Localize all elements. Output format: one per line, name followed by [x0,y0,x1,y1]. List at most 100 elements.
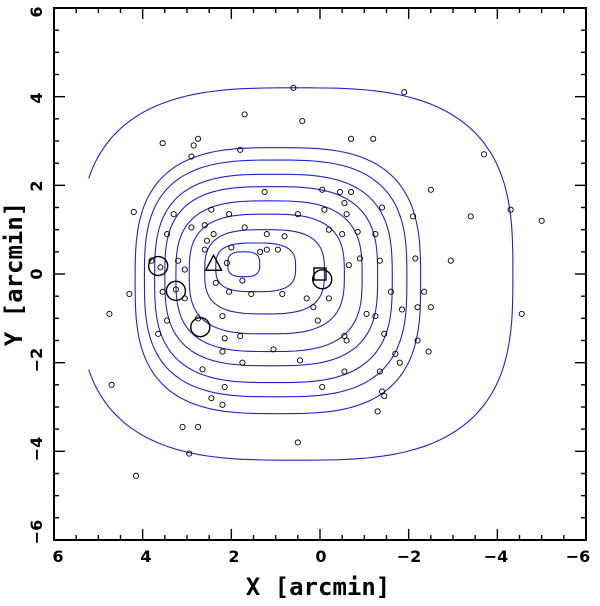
data-point [356,255,363,262]
data-point [447,257,454,264]
y-tick-label: −2 [27,348,46,373]
y-tick-label: 4 [27,92,46,103]
contour-line [175,200,363,353]
highlight-circle [147,255,169,277]
data-point [410,213,417,220]
data-point [321,206,328,213]
data-point [226,288,233,295]
y-tick-label: −6 [27,520,46,545]
data-point [195,135,202,142]
data-point [172,286,179,293]
data-point [427,304,434,311]
data-point [343,337,350,344]
data-point [290,84,297,91]
data-point [257,248,264,255]
data-point [261,188,268,196]
contour-line [227,251,261,278]
data-point [372,231,379,238]
data-point [223,259,230,266]
data-point [241,224,248,231]
data-point [336,188,344,196]
data-point [480,151,488,158]
data-point [376,368,383,375]
data-point [414,304,421,311]
data-point [412,255,419,262]
data-point [199,366,206,373]
data-point [201,222,208,229]
x-tick-label: −4 [484,547,509,566]
data-point [237,333,244,340]
contour-line [88,87,514,461]
data-point [398,306,406,313]
data-point [339,231,346,238]
triangle-marker [204,253,223,271]
x-tick-labels: 6 4 2 0 −2 −4 −6 [52,547,590,566]
data-point [467,213,474,220]
data-point [538,217,545,224]
data-point [374,408,381,415]
data-point [379,204,386,211]
data-point [181,266,188,273]
x-tick-label: 2 [228,547,239,566]
data-point [159,288,166,295]
data-point [239,277,246,284]
data-point [392,350,399,357]
data-point [106,310,113,317]
data-point [163,317,171,324]
data-point [387,288,394,295]
data-point [270,346,277,353]
data-point [294,439,301,446]
data-point [219,313,226,320]
x-tick-label: 6 [52,547,63,566]
data-point [414,337,421,344]
data-point [226,211,233,218]
x-tick-label: 0 [315,547,326,566]
data-point [108,381,115,388]
contour-line [154,173,393,384]
contour-line [204,229,325,315]
data-point [341,368,348,375]
data-point [210,231,217,238]
data-point [228,244,235,251]
data-point [347,135,355,142]
data-point [299,118,306,125]
data-point [518,310,525,317]
data-point [130,208,137,215]
data-point [363,310,370,317]
data-point [186,450,193,457]
data-point [347,188,355,196]
data-point [263,246,270,253]
data-point [341,200,348,207]
data-point [279,290,286,298]
axis-ticks [53,7,587,541]
data-point [427,186,434,193]
data-point [175,257,182,264]
data-point [425,348,432,355]
y-tick-label: −4 [27,437,46,462]
contour-line [188,213,345,335]
source-points [106,84,545,479]
y-tick-label: 6 [27,6,46,17]
data-point [372,313,379,320]
y-tick-labels: −6 −4 −2 0 2 4 6 [27,6,46,544]
highlight-circle [312,269,333,290]
data-point [370,135,377,142]
data-point [294,211,301,218]
data-point [396,359,403,366]
data-point [132,472,140,479]
data-point [159,140,166,147]
data-point [163,231,171,238]
data-point [203,237,210,244]
data-point [421,288,428,295]
data-point [219,348,226,355]
x-tick-label: −2 [397,547,422,566]
highlight-markers [147,253,333,338]
data-point [195,423,202,431]
data-point [201,246,208,253]
data-point [157,264,164,271]
contour-line [143,159,408,398]
x-axis-title: X [arcmin] [246,573,391,601]
data-point [190,142,197,149]
data-point [381,392,388,399]
